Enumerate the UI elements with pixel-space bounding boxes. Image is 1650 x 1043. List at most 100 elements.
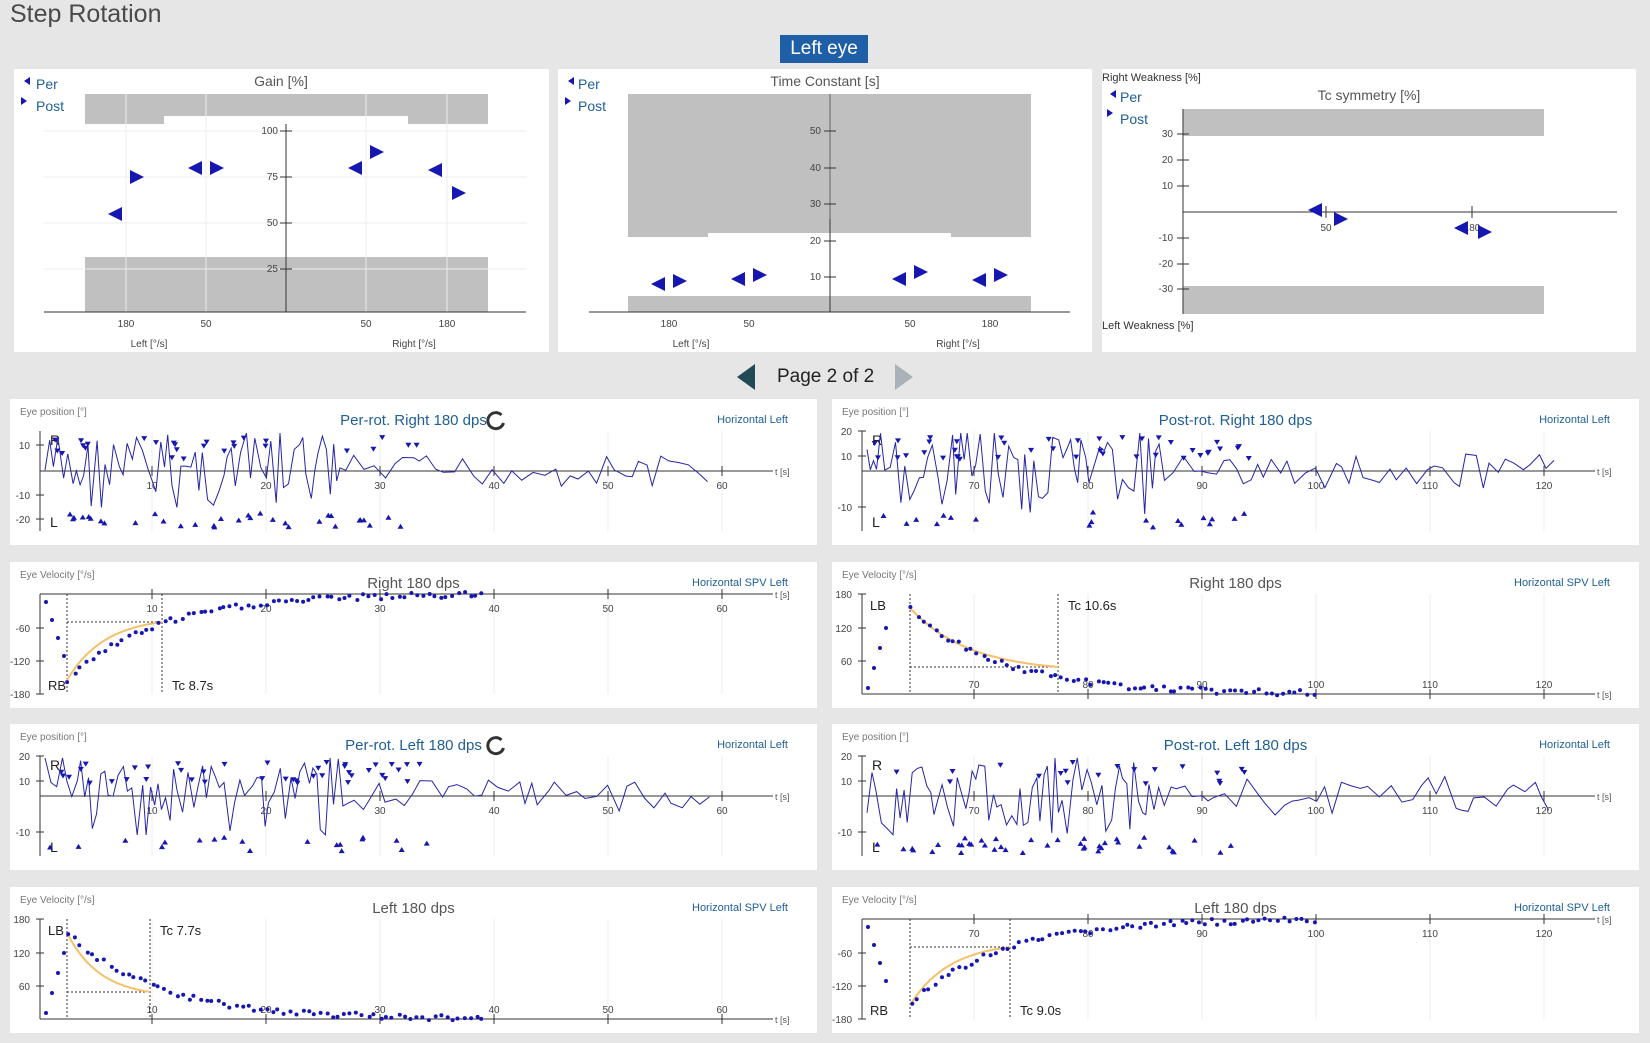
- beat-marker: [981, 842, 988, 848]
- beat-marker: [60, 773, 67, 779]
- beat-marker: [946, 779, 953, 785]
- velocity-point: [1071, 679, 1076, 683]
- channel-label: Horizontal SPV Left: [1514, 577, 1610, 589]
- beat-marker: [998, 844, 1005, 850]
- x-tick-label: 30: [374, 806, 386, 817]
- beat-marker: [178, 767, 185, 773]
- beat-marker: [87, 515, 94, 521]
- x-tick-label: 20: [260, 806, 272, 817]
- beat-marker: [1089, 509, 1096, 515]
- x-tick-label: 20: [260, 604, 272, 615]
- beat-marker: [153, 440, 160, 446]
- beat-marker: [1002, 847, 1009, 853]
- beat-marker: [70, 514, 77, 520]
- velocity-point: [1304, 919, 1309, 924]
- velocity-point: [1269, 691, 1274, 696]
- velocity-point: [65, 680, 70, 685]
- previous-page-button[interactable]: [735, 362, 761, 392]
- gain-chart: Per Post Gain [%] 100 75 50 25 180 50 50…: [21, 73, 526, 350]
- ytick: 75: [267, 172, 279, 183]
- beat-marker: [52, 437, 59, 443]
- x-tick-label: 40: [488, 1005, 500, 1016]
- channel-label: Horizontal Left: [1539, 739, 1610, 751]
- y-axis-label: Eye Velocity [°/s]: [20, 895, 95, 906]
- beat-marker: [345, 780, 352, 786]
- normal-range-top-band: [85, 94, 488, 124]
- direction-tag-left: L: [872, 514, 880, 530]
- beat-marker: [972, 516, 979, 522]
- channel-label: Horizontal SPV Left: [692, 902, 788, 914]
- x-tick-label: 80: [1082, 680, 1094, 691]
- velocity-point: [917, 615, 921, 620]
- velocity-point: [96, 650, 101, 655]
- beat-marker: [86, 780, 93, 786]
- beat-marker: [338, 848, 345, 854]
- channel-label: Horizontal SPV Left: [692, 577, 788, 589]
- trace-chart: Eye Velocity [°/s] Left 180 dps Horizontal…: [832, 895, 1612, 1026]
- beat-marker: [319, 773, 326, 779]
- beat-marker: [370, 446, 377, 452]
- ytick: -30: [1159, 284, 1174, 295]
- x-tick-label: 90: [1196, 680, 1208, 691]
- channel-label: Horizontal SPV Left: [1514, 902, 1610, 914]
- trace-title: Right 180 dps: [1189, 575, 1282, 592]
- next-page-button[interactable]: [889, 362, 915, 392]
- velocity-point: [1186, 685, 1191, 690]
- velocity-point: [450, 1018, 455, 1023]
- x-tick-label: 110: [1422, 806, 1438, 817]
- beat-marker: [168, 455, 175, 461]
- ytick: 50: [267, 218, 279, 229]
- beat-marker: [173, 447, 180, 453]
- beat-marker: [200, 769, 207, 775]
- beat-marker: [1097, 448, 1104, 454]
- beat-marker: [348, 773, 355, 779]
- velocity-point: [233, 602, 238, 607]
- velocity-point: [127, 633, 132, 638]
- beat-marker: [951, 447, 958, 453]
- x-tick-label: 70: [968, 680, 980, 691]
- velocity-point: [191, 993, 196, 998]
- legend-per: Per: [578, 76, 600, 92]
- exponential-fit: [66, 621, 163, 681]
- velocity-point: [922, 988, 926, 992]
- velocity-point: [50, 618, 54, 622]
- velocity-point: [1294, 917, 1299, 921]
- beat-marker: [1167, 440, 1174, 446]
- velocity-point: [1084, 677, 1089, 682]
- trace-panel: Eye Velocity [°/s] Left 180 dps Horizontal…: [10, 887, 817, 1033]
- beat-marker: [874, 455, 881, 461]
- velocity-point: [1198, 685, 1203, 690]
- beat-marker: [1050, 446, 1057, 452]
- velocity-point: [1138, 925, 1143, 930]
- legend-per: Per: [1120, 89, 1142, 105]
- x-tick-label: 60: [716, 806, 728, 817]
- x-tick-label: 90: [1196, 481, 1208, 492]
- beat-marker: [995, 454, 1002, 460]
- velocity-point: [427, 592, 432, 596]
- beat-marker: [903, 520, 910, 526]
- velocity-point: [372, 593, 377, 597]
- velocity-point: [957, 965, 962, 970]
- beat-marker: [1133, 454, 1140, 460]
- beat-marker: [1151, 767, 1158, 773]
- velocity-point: [275, 1007, 280, 1012]
- beat-marker: [1206, 521, 1213, 527]
- trace-title: Left 180 dps: [1194, 900, 1277, 917]
- eye-selector-badge[interactable]: Left eye: [780, 35, 868, 63]
- post-marker-icon: [21, 97, 27, 105]
- beat-marker: [1057, 770, 1064, 776]
- beat-marker: [956, 456, 963, 462]
- velocity-point: [85, 950, 90, 955]
- trace-chart: Eye Velocity [°/s] Right 180 dps Horizonta…: [835, 570, 1611, 700]
- velocity-point: [161, 986, 166, 991]
- velocity-point: [221, 605, 226, 610]
- velocity-point: [379, 597, 384, 602]
- beat-marker: [262, 438, 269, 444]
- x-tick-label: 40: [488, 481, 500, 492]
- trace-title: Per-rot. Left 180 dps: [345, 737, 482, 754]
- legend: Per Post: [565, 76, 606, 114]
- xtick: 50: [743, 319, 755, 330]
- x-tick-label: 50: [602, 1005, 614, 1016]
- velocity-point: [1233, 688, 1237, 693]
- velocity-point: [463, 590, 468, 595]
